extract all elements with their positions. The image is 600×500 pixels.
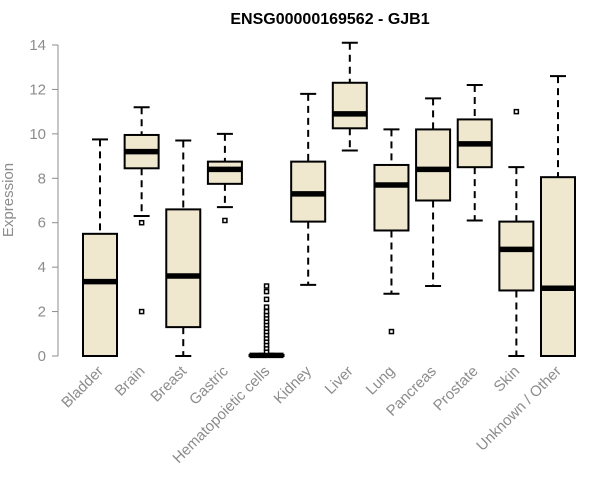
- box-iqr: [331, 81, 368, 130]
- outlier-point: [263, 288, 270, 295]
- box-iqr: [540, 176, 576, 357]
- outlier-point: [513, 108, 520, 115]
- box-unknown-other: [540, 75, 576, 357]
- chart-title: ENSG00000169562 - GJB1: [230, 11, 429, 28]
- box-iqr: [206, 160, 243, 185]
- outlier-point: [263, 283, 270, 289]
- box-skin: [498, 108, 535, 357]
- box-brain: [123, 106, 160, 315]
- box-series: [82, 41, 576, 359]
- box-kidney: [290, 92, 327, 286]
- x-tick-label: Brain: [112, 363, 149, 400]
- box-iqr: [82, 232, 118, 357]
- y-tick-label: 0: [38, 348, 46, 365]
- y-tick-label: 12: [29, 81, 46, 98]
- y-tick-label: 8: [38, 170, 46, 187]
- outlier-point: [222, 217, 228, 224]
- outlier-point: [388, 328, 395, 335]
- box-iqr: [415, 128, 452, 202]
- x-tick-label: Prostate: [430, 363, 482, 415]
- y-axis: 0 2 4 6 8 10 12 14: [29, 37, 59, 365]
- box-iqr: [165, 208, 202, 329]
- box-lung: [373, 128, 410, 335]
- outlier-point: [138, 308, 145, 315]
- box-hematopoietic-cells: [248, 283, 285, 359]
- outlier-point: [263, 308, 270, 315]
- x-tick-label: Kidney: [271, 362, 316, 407]
- y-axis-label: Expression: [0, 163, 17, 237]
- box-liver: [331, 41, 368, 152]
- box-pancreas: [415, 97, 452, 288]
- y-tick-label: 6: [38, 215, 46, 232]
- x-tick-label: Breast: [147, 362, 190, 405]
- box-iqr: [373, 163, 410, 232]
- box-breast: [165, 139, 202, 357]
- y-tick-label: 2: [38, 304, 46, 321]
- outlier-point: [263, 296, 270, 303]
- outlier-point: [263, 304, 270, 310]
- outlier-point: [138, 219, 145, 226]
- x-tick-label: Liver: [322, 363, 357, 398]
- y-tick-label: 10: [29, 126, 46, 143]
- x-tick-label: Bladder: [58, 363, 107, 412]
- box-gastric: [206, 132, 243, 224]
- box-bladder: [82, 138, 118, 357]
- box-iqr: [498, 220, 535, 292]
- y-tick-label: 4: [38, 259, 46, 276]
- box-prostate: [456, 83, 493, 222]
- y-tick-label: 14: [29, 37, 46, 54]
- x-tick-label: Skin: [491, 363, 524, 396]
- x-tick-label: Lung: [363, 363, 399, 399]
